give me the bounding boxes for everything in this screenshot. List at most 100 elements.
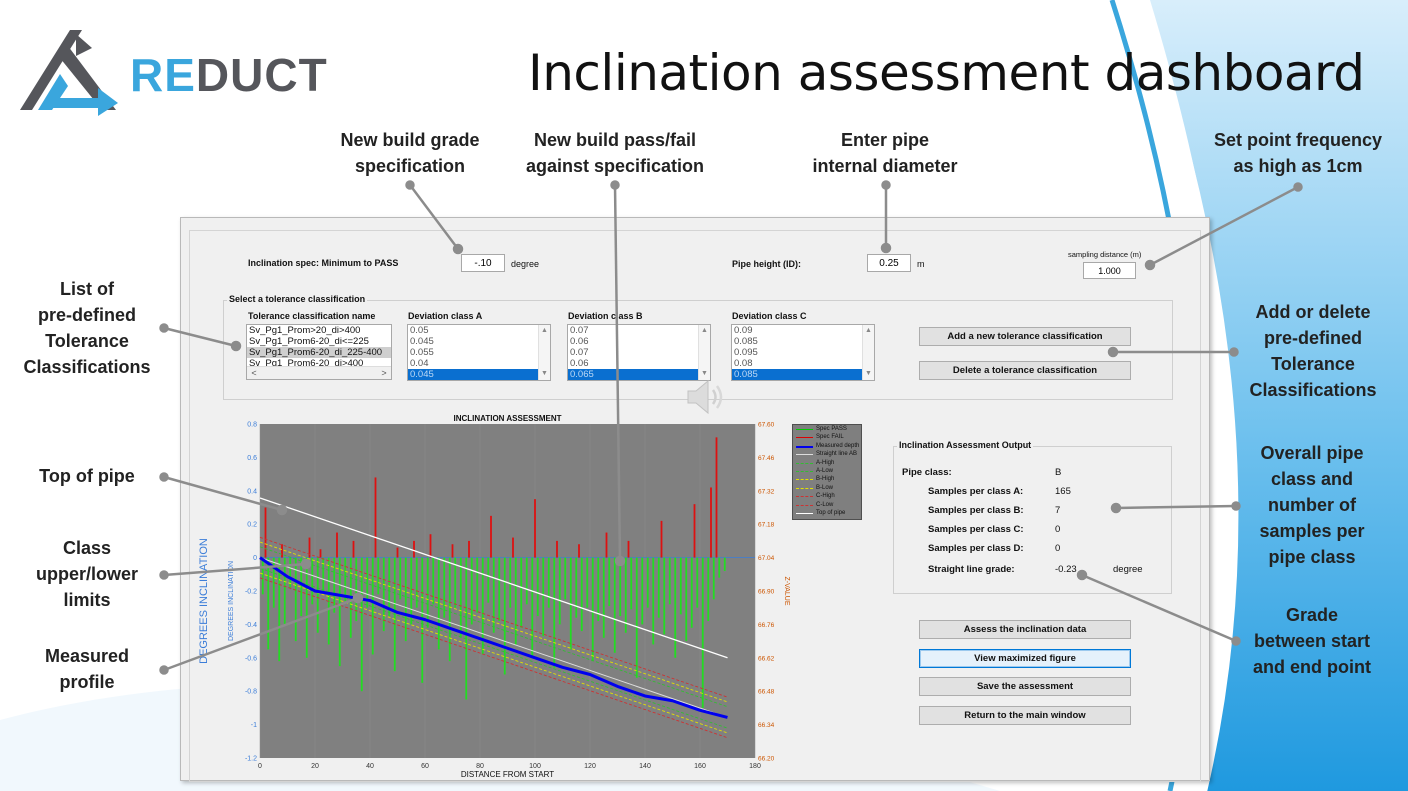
pipe-height-unit: m bbox=[917, 259, 925, 269]
list-item[interactable]: 0.095 bbox=[734, 347, 758, 358]
fail-bar bbox=[281, 544, 283, 558]
list-item[interactable]: Sv_Pg1_Prom6-20_di<=225 bbox=[249, 336, 369, 347]
scroll-right-icon[interactable]: > bbox=[381, 368, 387, 378]
pass-bar bbox=[690, 557, 693, 628]
legend-label: B-High bbox=[816, 476, 835, 483]
pass-bar bbox=[707, 557, 710, 622]
add-tolerance-button[interactable]: Add a new tolerance classification bbox=[919, 327, 1131, 346]
scroll-down-icon[interactable]: ▼ bbox=[541, 370, 548, 377]
x-tick-label: 20 bbox=[311, 763, 319, 770]
callout-line: between start bbox=[1253, 631, 1371, 651]
vertical-scrollbar[interactable]: ▲ ▼ bbox=[538, 325, 550, 380]
scroll-left-icon[interactable]: < bbox=[251, 368, 257, 378]
fail-bar bbox=[710, 487, 712, 558]
legend-swatch bbox=[796, 504, 813, 506]
horizontal-scrollbar[interactable]: < > bbox=[247, 366, 391, 379]
list-item[interactable]: 0.09 bbox=[734, 325, 753, 336]
tolerance-name-listbox[interactable]: Sv_Pg1_Prom>20_di>400 Sv_Pg1_Prom6-20_di… bbox=[246, 324, 392, 380]
pass-bar bbox=[437, 557, 440, 650]
callout-line: pre-defined bbox=[1263, 328, 1362, 348]
pass-bar bbox=[305, 557, 308, 658]
straight-grade-value: -0.23 bbox=[1055, 564, 1077, 575]
list-item[interactable]: 0.08 bbox=[734, 358, 753, 369]
callout-grade-spec: New build grade specification bbox=[330, 127, 490, 179]
pass-bar bbox=[459, 557, 462, 638]
list-item[interactable]: 0.05 bbox=[410, 325, 429, 336]
pipe-class-label: Pipe class: bbox=[902, 467, 952, 478]
pass-bar bbox=[377, 557, 380, 595]
return-main-button[interactable]: Return to the main window bbox=[919, 706, 1131, 725]
pass-bar bbox=[575, 557, 578, 618]
fail-bar bbox=[693, 504, 696, 558]
fail-bar bbox=[490, 515, 492, 558]
list-item[interactable]: Sv_Pg1_Prom>20_di>400 bbox=[249, 325, 361, 336]
callout-line: Measured bbox=[44, 646, 130, 666]
pass-bar bbox=[503, 557, 506, 675]
scroll-down-icon[interactable]: ▼ bbox=[701, 370, 708, 377]
callout-class-limits: Class upper/lower limits bbox=[18, 535, 156, 613]
callout-line: and end point bbox=[1253, 657, 1371, 677]
class-limit-line bbox=[259, 536, 728, 698]
pass-bar bbox=[344, 557, 347, 602]
pass-bar bbox=[267, 557, 270, 650]
callout-frequency: Set point frequency as high as 1cm bbox=[1200, 127, 1396, 179]
list-item[interactable]: 0.04 bbox=[410, 358, 429, 369]
pass-bar bbox=[531, 557, 534, 658]
scroll-up-icon[interactable]: ▲ bbox=[865, 327, 872, 334]
view-maximized-button[interactable]: View maximized figure bbox=[919, 649, 1131, 668]
list-item[interactable]: 0.07 bbox=[570, 347, 589, 358]
callout-line: number of bbox=[1268, 495, 1356, 515]
fail-bar bbox=[578, 544, 580, 558]
callout-line: Set point frequency bbox=[1213, 130, 1383, 150]
legend-item: C-High bbox=[793, 492, 861, 500]
sampling-input[interactable] bbox=[1083, 262, 1136, 279]
legend-item: A-Low bbox=[793, 467, 861, 475]
logo-icon bbox=[20, 30, 118, 116]
pass-bar bbox=[597, 557, 600, 622]
pipe-height-input[interactable] bbox=[867, 254, 911, 272]
class-limit-line bbox=[259, 546, 728, 708]
list-item[interactable]: Sv_Pg1_Prom6-20_di>400 bbox=[249, 358, 364, 369]
fail-bar bbox=[336, 532, 338, 558]
y-tick-label: 0.8 bbox=[247, 422, 257, 429]
list-item[interactable]: 0.055 bbox=[410, 347, 434, 358]
list-item[interactable]: 0.06 bbox=[570, 358, 589, 369]
list-item-selected[interactable]: Sv_Pg1_Prom6-20_di_225-400 bbox=[247, 347, 391, 358]
pass-bar bbox=[426, 557, 429, 628]
scroll-up-icon[interactable]: ▲ bbox=[541, 327, 548, 334]
pass-bar bbox=[300, 557, 303, 617]
list-item[interactable]: 0.085 bbox=[734, 336, 758, 347]
class-a-listbox[interactable]: 0.05 0.045 0.055 0.04 0.045 ▲ ▼ bbox=[407, 324, 551, 381]
pass-bar bbox=[322, 557, 325, 591]
pass-bar bbox=[641, 557, 644, 625]
save-button[interactable]: Save the assessment bbox=[919, 677, 1131, 696]
pass-bar bbox=[432, 557, 435, 605]
list-item[interactable]: 0.07 bbox=[570, 325, 589, 336]
class-b-listbox[interactable]: 0.07 0.06 0.07 0.06 0.065 ▲ ▼ bbox=[567, 324, 711, 381]
callout-line: Tolerance bbox=[1271, 354, 1355, 374]
scroll-down-icon[interactable]: ▼ bbox=[865, 370, 872, 377]
pass-bar bbox=[547, 557, 550, 608]
list-item-selected[interactable]: 0.085 bbox=[732, 369, 874, 380]
y2-tick-label: 67.60 bbox=[758, 422, 775, 429]
legend-label: Spec PASS bbox=[816, 426, 847, 432]
list-item[interactable]: 0.045 bbox=[410, 336, 434, 347]
delete-tolerance-button[interactable]: Delete a tolerance classification bbox=[919, 361, 1131, 380]
pass-bar bbox=[646, 557, 649, 608]
class-c-listbox[interactable]: 0.09 0.085 0.095 0.08 0.085 ▲ ▼ bbox=[731, 324, 875, 381]
vertical-scrollbar[interactable]: ▲ ▼ bbox=[862, 325, 874, 380]
list-item[interactable]: 0.06 bbox=[570, 336, 589, 347]
list-item-selected[interactable]: 0.065 bbox=[568, 369, 710, 380]
callout-line: Tolerance bbox=[45, 331, 129, 351]
legend-swatch bbox=[796, 437, 813, 439]
speaker-icon[interactable] bbox=[686, 378, 730, 416]
scroll-up-icon[interactable]: ▲ bbox=[701, 327, 708, 334]
callout-line: limits bbox=[63, 590, 111, 610]
inclination-spec-input[interactable] bbox=[461, 254, 505, 272]
vertical-scrollbar[interactable]: ▲ ▼ bbox=[698, 325, 710, 380]
callout-line: internal diameter bbox=[812, 156, 958, 176]
y-tick-label: 0.6 bbox=[247, 455, 257, 462]
list-item-selected[interactable]: 0.045 bbox=[408, 369, 550, 380]
assess-button[interactable]: Assess the inclination data bbox=[919, 620, 1131, 639]
pass-bar bbox=[685, 557, 688, 642]
